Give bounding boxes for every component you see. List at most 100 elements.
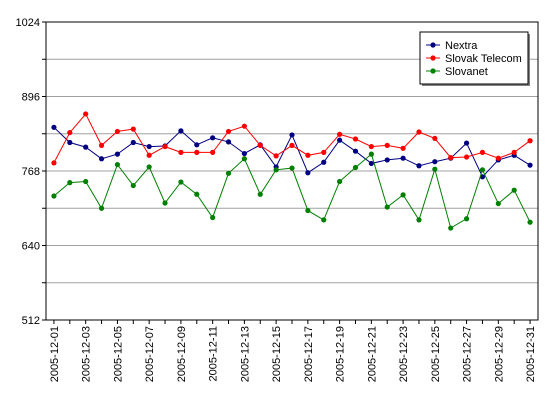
x-tick-label: 2005-12-27 <box>462 326 474 382</box>
data-point <box>241 156 247 162</box>
legend-marker <box>430 68 436 74</box>
data-point <box>463 140 470 146</box>
y-tick-label: 896 <box>22 92 40 104</box>
data-point <box>463 154 470 160</box>
data-point <box>98 205 105 211</box>
data-point <box>400 145 406 151</box>
data-point <box>352 148 359 154</box>
data-point <box>83 111 89 117</box>
data-point <box>98 156 105 162</box>
x-tick-label: 2005-12-17 <box>303 326 315 382</box>
data-point <box>384 142 390 148</box>
data-point <box>98 142 105 148</box>
data-point <box>114 151 121 157</box>
x-tick-label: 2005-12-29 <box>493 326 505 382</box>
data-point <box>162 143 168 150</box>
data-point <box>511 149 517 155</box>
data-point <box>146 164 152 170</box>
data-point <box>400 155 406 161</box>
data-point <box>83 144 89 150</box>
data-point <box>448 225 454 231</box>
data-point <box>210 149 216 155</box>
data-point <box>67 129 73 136</box>
data-point <box>479 149 486 155</box>
x-tick-label: 2005-12-03 <box>81 326 93 382</box>
data-point <box>416 163 422 169</box>
y-tick-label: 1024 <box>16 17 40 29</box>
data-point <box>51 193 57 199</box>
data-point <box>527 162 533 168</box>
grid-lines <box>46 58 538 284</box>
data-point <box>210 135 216 141</box>
data-point <box>495 200 501 207</box>
data-point <box>384 157 390 163</box>
data-point <box>321 159 327 165</box>
data-point <box>51 160 57 166</box>
data-point <box>352 164 359 171</box>
data-point <box>241 150 247 157</box>
data-point <box>321 149 327 155</box>
series-line <box>53 153 531 229</box>
x-tick-label: 2005-12-15 <box>271 326 283 382</box>
data-point <box>114 128 121 135</box>
data-point <box>178 179 184 185</box>
data-point <box>527 138 533 144</box>
data-point <box>194 142 200 148</box>
data-point <box>321 217 327 223</box>
data-point <box>432 159 438 165</box>
data-point <box>146 152 152 158</box>
data-point <box>241 123 247 129</box>
data-point <box>130 139 136 146</box>
data-point <box>257 142 263 148</box>
legend-label: Slovanet <box>445 66 488 78</box>
legend-label: Nextra <box>445 40 478 52</box>
data-point <box>384 204 390 210</box>
legend-marker <box>430 42 436 48</box>
data-point <box>432 135 438 142</box>
data-point <box>273 167 279 173</box>
data-point <box>479 167 486 173</box>
data-point <box>51 124 57 130</box>
data-point <box>130 126 136 132</box>
x-tick-label: 2005-12-23 <box>398 326 410 382</box>
x-tick-label: 2005-12-21 <box>366 326 378 382</box>
legend-marker <box>430 55 436 61</box>
data-point <box>146 143 152 150</box>
y-tick-label: 640 <box>22 241 40 253</box>
x-tick-label: 2005-12-11 <box>208 326 220 381</box>
data-point <box>210 214 216 221</box>
y-tick-label: 512 <box>22 315 40 327</box>
x-tick-label: 2005-12-09 <box>176 326 188 382</box>
data-point <box>289 132 295 138</box>
data-point <box>162 200 168 206</box>
data-point <box>368 151 374 157</box>
x-tick-label: 2005-12-07 <box>144 326 156 382</box>
series-slovak-telecom <box>51 111 533 166</box>
data-point <box>305 152 311 158</box>
data-point <box>305 207 311 214</box>
x-tick-label: 2005-12-05 <box>112 326 124 382</box>
data-point <box>368 160 374 167</box>
x-axis-ticks: 2005-12-01 2005-12-03 2005-12-05 2005-12-07… <box>49 320 537 382</box>
data-point <box>305 170 311 176</box>
data-point <box>368 143 374 150</box>
x-tick-label: 2005-12-31 <box>525 326 537 382</box>
x-tick-label: 2005-12-13 <box>239 326 251 382</box>
data-point <box>194 191 200 197</box>
data-point <box>495 155 501 161</box>
data-point <box>337 178 343 185</box>
data-point <box>194 149 200 155</box>
y-axis-ticks: 512 640 768 896 1024 <box>16 17 46 327</box>
data-point <box>432 166 438 172</box>
data-point <box>463 216 470 222</box>
x-tick-label: 2005-12-25 <box>430 326 442 382</box>
data-point <box>225 128 232 135</box>
data-point <box>416 217 422 223</box>
data-point <box>273 153 279 159</box>
data-point <box>83 178 89 185</box>
data-point <box>225 170 232 176</box>
data-point <box>289 165 295 171</box>
data-point <box>416 129 422 135</box>
